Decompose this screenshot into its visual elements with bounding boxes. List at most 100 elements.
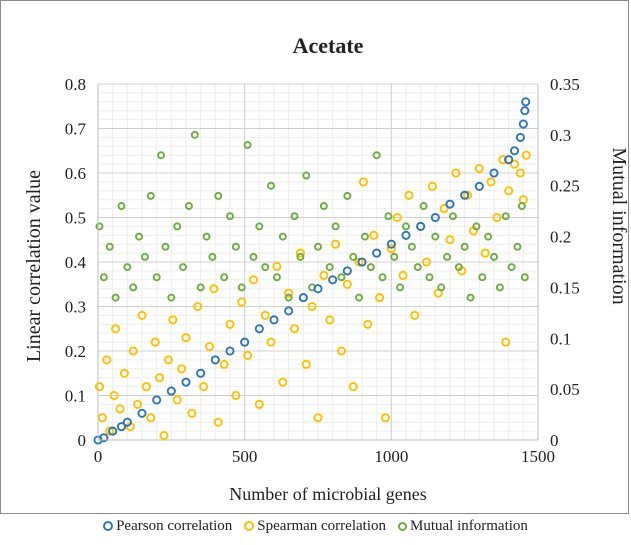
- spearman-correlation-point: [331, 239, 341, 249]
- y-right-tick-label: 0.3: [550, 126, 571, 145]
- pearson-correlation-point: [372, 248, 382, 258]
- spearman-correlation-point: [319, 270, 329, 280]
- spearman-correlation-point: [301, 359, 311, 369]
- pearson-correlation-point: [328, 275, 338, 285]
- mutual-information-point: [490, 252, 498, 261]
- pearson-correlation-point: [474, 181, 484, 191]
- pearson-correlation-point: [99, 433, 109, 443]
- mutual-information-point: [214, 191, 223, 200]
- pearson-correlation-point: [254, 324, 264, 334]
- pearson-correlation-point: [430, 212, 440, 223]
- mutual-information-point: [117, 202, 126, 211]
- mutual-information-point: [325, 263, 334, 272]
- mutual-information-point: [360, 232, 369, 241]
- mutual-information-point: [129, 283, 138, 292]
- spearman-correlation-point: [404, 190, 414, 200]
- mutual-information-point: [513, 242, 522, 251]
- spearman-correlation-point: [187, 408, 197, 418]
- mutual-information-point: [478, 273, 487, 282]
- mutual-information-point: [278, 232, 287, 241]
- spearman-correlation-point: [254, 399, 264, 409]
- y-left-tick-label: 0: [78, 431, 87, 450]
- spearman-correlation-point: [480, 248, 490, 258]
- pearson-correlation-point: [342, 266, 352, 276]
- pearson-correlation-point: [122, 417, 132, 427]
- x-tick-label: 500: [232, 447, 258, 466]
- mutual-information-point: [466, 293, 475, 302]
- spearman-marker-icon: [244, 521, 255, 531]
- mutual-information-point: [407, 242, 416, 251]
- spearman-correlation-point: [392, 212, 402, 223]
- spearman-correlation-point: [501, 337, 511, 347]
- pearson-correlation-point: [225, 346, 235, 356]
- spearman-correlation-point: [369, 230, 379, 240]
- mutual-information-point: [507, 263, 516, 272]
- spearman-correlation-point: [109, 390, 119, 401]
- pearson-correlation-point: [108, 426, 118, 436]
- mutual-information-point: [454, 263, 463, 272]
- spearman-correlation-point: [97, 413, 107, 423]
- mutual-information-point: [390, 252, 399, 261]
- spearman-correlation-point: [342, 279, 352, 289]
- mutual-information-point: [95, 222, 104, 231]
- spearman-correlation-point: [386, 244, 396, 254]
- spearman-correlation-point: [150, 337, 160, 347]
- y-left-tick-label: 0.6: [65, 164, 86, 183]
- pearson-correlation-point: [520, 106, 530, 116]
- mutual-information-point: [152, 273, 161, 282]
- mutual-information-point: [231, 242, 240, 251]
- mutual-information-point: [290, 212, 299, 221]
- mutual-information-point: [111, 293, 120, 302]
- mutual-information-point: [135, 232, 144, 241]
- spearman-correlation-point: [163, 355, 173, 365]
- spearman-correlation-point: [295, 248, 305, 258]
- y-right-tick-label: 0.2: [550, 228, 571, 247]
- y-left-tick-label: 0.3: [65, 298, 86, 317]
- spearman-correlation-point: [451, 168, 461, 178]
- y-left-tick-label: 0.7: [65, 120, 87, 139]
- x-axis-title: Number of microbial genes: [229, 484, 426, 504]
- pearson-correlation-point: [298, 293, 308, 303]
- mutual-information-point: [146, 191, 155, 200]
- y-axis-left-title: Linear correlation value: [23, 170, 45, 362]
- spearman-correlation-point: [398, 270, 408, 280]
- spearman-correlation-point: [172, 395, 182, 405]
- axis-layer: 0 500 1000 150000.10.20.30.40.50.60.70.800.…: [65, 75, 580, 466]
- mutual-information-point: [255, 222, 264, 231]
- mutual-information-point: [237, 283, 246, 292]
- chart-frame: [0, 0, 629, 514]
- mutual-information-point: [161, 242, 170, 251]
- spearman-correlation-point: [105, 426, 115, 436]
- mutual-information-point: [226, 212, 234, 221]
- y-axis-right-title: Mutual information: [608, 147, 630, 304]
- legend-label-mutual-information: Mutual information: [410, 517, 528, 534]
- spearman-correlation-point: [445, 235, 455, 245]
- mutual-information-point: [105, 242, 114, 251]
- y-right-tick-label: 0.05: [550, 380, 580, 399]
- spearman-correlation-point: [336, 346, 347, 356]
- spearman-correlation-point: [137, 310, 147, 320]
- pearson-correlation-point: [504, 155, 514, 165]
- spearman-correlation-point: [354, 257, 364, 267]
- spearman-correlation-point: [115, 404, 125, 414]
- spearman-correlation-point: [141, 382, 151, 392]
- spearman-correlation-point: [168, 315, 178, 325]
- mutual-information-point: [272, 273, 281, 282]
- spearman-correlation-point: [177, 364, 187, 374]
- legend-label-spearman: Spearman correlation: [257, 517, 386, 534]
- mutual-information-point: [472, 222, 481, 231]
- chart-svg: 0 500 1000 150000.10.20.30.40.50.60.70.800.…: [23, 33, 630, 504]
- spearman-correlation-point: [146, 413, 156, 423]
- y-left-tick-label: 0.2: [65, 342, 86, 361]
- spearman-correlation-point: [375, 293, 385, 303]
- spearman-correlation-point: [102, 355, 112, 365]
- mutual-information-point: [267, 181, 276, 190]
- mutual-information-point: [140, 252, 149, 261]
- spearman-correlation-point: [181, 333, 191, 343]
- mutual-information-point: [419, 202, 428, 211]
- y-right-tick-label: 0: [550, 431, 559, 450]
- y-right-tick-label: 0.25: [550, 177, 580, 196]
- x-tick-label: 1500: [521, 447, 555, 466]
- mutual-information-point: [167, 293, 176, 302]
- legend: Pearson correlation Spearman correlation…: [0, 512, 631, 540]
